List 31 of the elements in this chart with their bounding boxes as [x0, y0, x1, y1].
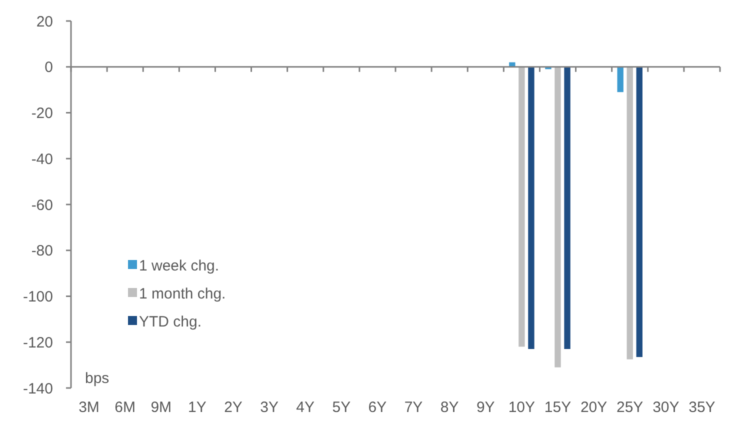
legend-label: YTD chg.	[139, 313, 202, 330]
x-tick-label: 7Y	[404, 399, 423, 416]
x-tick-label: 3M	[78, 399, 100, 416]
x-tick-label: 10Y	[508, 399, 536, 416]
x-tick-label: 3Y	[260, 399, 278, 416]
y-tick-label: -20	[31, 105, 53, 122]
x-tick-label: 20Y	[580, 399, 608, 416]
x-tick-label: 9Y	[476, 399, 495, 416]
x-tick-label: 6M	[114, 399, 136, 416]
y-tick-label: -140	[22, 380, 53, 398]
x-tick-label: 4Y	[296, 399, 315, 416]
y-tick-label: -100	[22, 288, 53, 306]
y-tick-label: -60	[31, 196, 53, 214]
x-tick-label: 5Y	[332, 399, 351, 416]
x-tick-label: 30Y	[652, 399, 680, 416]
x-tick-label: 8Y	[440, 399, 459, 416]
x-tick-label: 15Y	[544, 399, 572, 416]
x-tick-label: 9M	[150, 399, 172, 416]
legend-label: 1 month chg.	[139, 285, 226, 302]
y-tick-label: -40	[31, 150, 53, 168]
x-tick-label: 2Y	[224, 399, 242, 416]
x-tick-label: 6Y	[368, 399, 387, 416]
y-tick-label: -120	[22, 334, 53, 352]
x-tick-label: 35Y	[688, 399, 716, 416]
legend-label: 1 week chg.	[139, 257, 220, 274]
x-tick-label: 25Y	[616, 399, 644, 416]
y-tick-label: 0	[44, 59, 53, 76]
y-tick-label: 20	[36, 13, 53, 30]
y-tick-label: -80	[31, 242, 53, 260]
x-tick-label: 1Y	[188, 399, 206, 416]
y-axis-title: bps	[85, 370, 110, 387]
